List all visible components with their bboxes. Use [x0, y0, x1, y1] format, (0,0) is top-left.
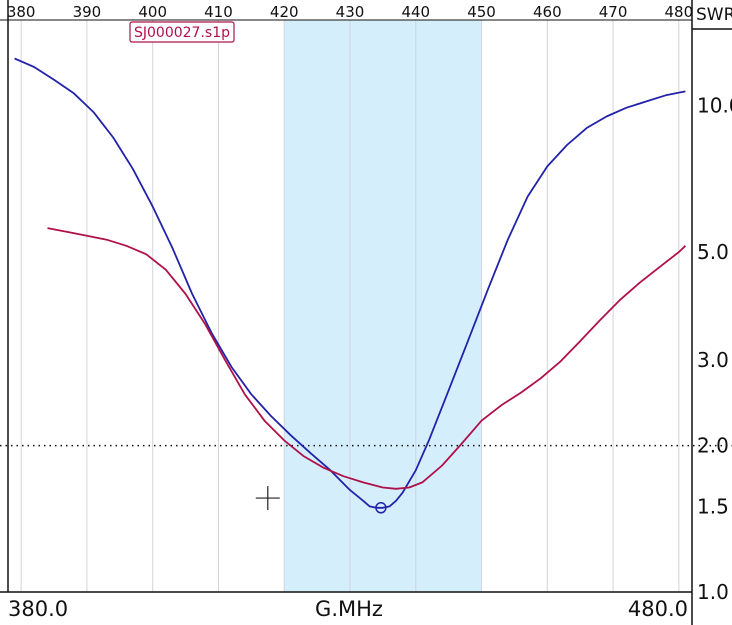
- marker-circle: [375, 502, 387, 514]
- series-line-1: [14, 57, 686, 509]
- series-layer: [14, 57, 687, 509]
- frequency-band-highlight: [284, 20, 482, 592]
- top-tick-label-410: 410: [204, 3, 233, 21]
- crosshair-cursor[interactable]: [255, 486, 280, 511]
- legend-label: SJ000027.s1p: [134, 25, 230, 41]
- x-axis-label: G.MHz: [315, 597, 383, 621]
- bottom-tick-label-380.0: 380.0: [8, 597, 68, 621]
- series-line-2: [47, 227, 687, 490]
- grid-lines: [20, 20, 680, 592]
- top-axis-ticks: 380 390 400 410 420 430 440 450 460 470 480: [7, 3, 693, 21]
- top-tick-label-460: 460: [533, 3, 562, 21]
- top-tick-label-440: 440: [401, 3, 430, 21]
- top-tick-label-380: 380: [7, 3, 36, 21]
- top-tick-label-390: 390: [73, 3, 102, 21]
- right-axis-ticks: 10.0 5.0 3.0 2.0 1.5 1.0: [697, 94, 732, 604]
- top-tick-label-480: 480: [665, 3, 694, 21]
- bottom-axis-ticks: 380.0 480.0: [8, 597, 688, 621]
- band-rect: [284, 20, 482, 592]
- right-tick-label-5.0: 5.0: [697, 240, 729, 264]
- bottom-tick-label-480.0: 480.0: [628, 597, 688, 621]
- series-marker: [375, 502, 387, 514]
- right-tick-label-1.5: 1.5: [697, 494, 729, 518]
- top-tick-label-420: 420: [270, 3, 299, 21]
- top-tick-label-400: 400: [138, 3, 167, 21]
- plot-frame: [0, 0, 693, 625]
- y-axis-label: SWR: [696, 5, 732, 25]
- right-tick-label-10.0: 10.0: [697, 94, 732, 118]
- right-tick-label-2.0: 2.0: [697, 434, 729, 458]
- legend-box[interactable]: SJ000027.s1p: [129, 21, 235, 43]
- right-tick-label-3.0: 3.0: [697, 348, 729, 372]
- top-tick-label-450: 450: [467, 3, 496, 21]
- right-tick-label-1.0: 1.0: [697, 580, 729, 604]
- top-tick-label-470: 470: [599, 3, 628, 21]
- top-tick-label-430: 430: [336, 3, 365, 21]
